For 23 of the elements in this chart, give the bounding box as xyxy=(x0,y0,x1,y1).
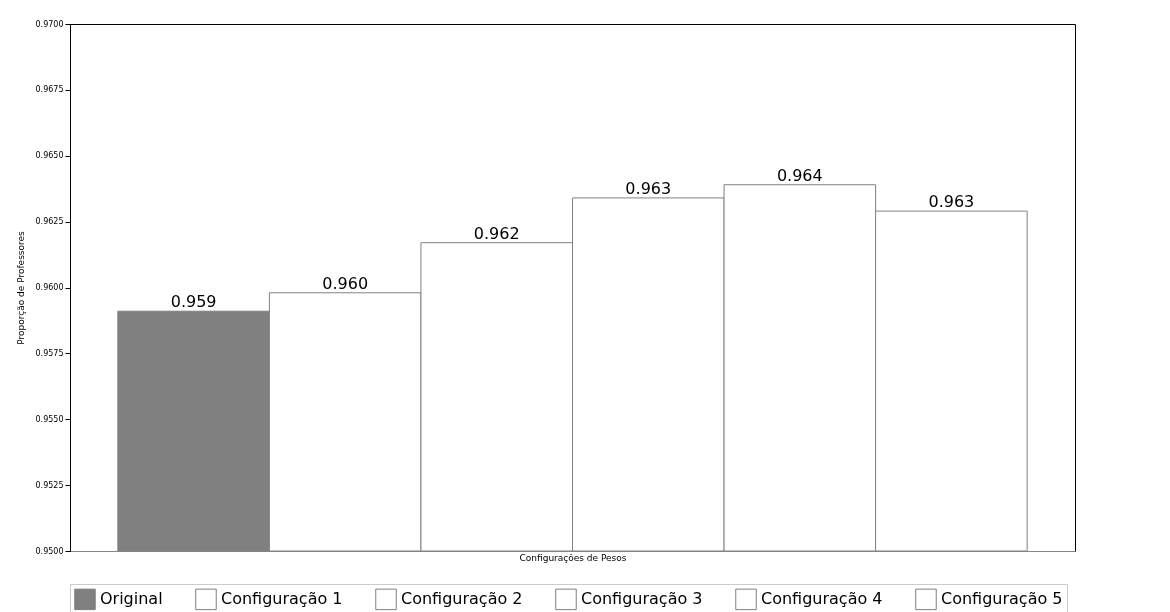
y-tick-label: 0.9500 xyxy=(35,546,64,556)
legend-label: Configuração 2 xyxy=(401,589,523,609)
y-tick-label: 0.9650 xyxy=(35,151,64,161)
legend-label: Original xyxy=(100,589,163,609)
y-tick-label: 0.9525 xyxy=(35,480,64,490)
y-tick-label: 0.9550 xyxy=(35,414,64,424)
data-label: 0.960 xyxy=(322,273,369,293)
data-label: 0.959 xyxy=(170,292,217,312)
data-label: 0.963 xyxy=(928,192,975,212)
y-tick-label: 0.9600 xyxy=(35,283,64,292)
x-axis-title: Configurações de Pesos xyxy=(519,552,627,563)
y-tick-label: 0.9625 xyxy=(35,217,64,227)
data-label: 0.963 xyxy=(625,178,672,198)
legend-label: Configuração 1 xyxy=(221,589,343,609)
data-label: 0.964 xyxy=(776,165,823,185)
legend-label: Configuração 4 xyxy=(761,589,883,609)
y-tick-label: 0.9575 xyxy=(35,348,64,358)
y-tick-label: 0.9675 xyxy=(35,85,64,95)
legend-label: Configuração 5 xyxy=(941,589,1063,609)
legend-label: Configuração 3 xyxy=(581,589,703,609)
y-axis-title: Proporção de Professores xyxy=(15,230,26,345)
data-label: 0.962 xyxy=(473,223,520,243)
y-tick-label: 0.9700 xyxy=(35,19,64,29)
